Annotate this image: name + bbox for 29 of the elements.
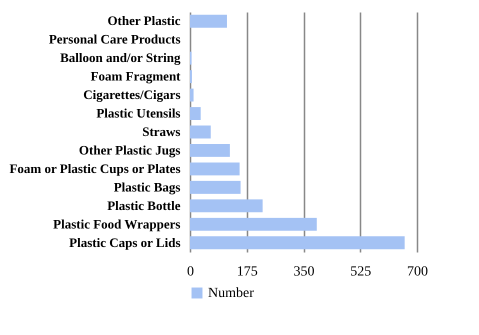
bar xyxy=(190,218,317,231)
y-tick-label: Foam or Plastic Cups or Plates xyxy=(9,160,180,176)
x-tick-label: 525 xyxy=(350,264,372,280)
x-tick-label: 175 xyxy=(236,264,258,280)
bar xyxy=(190,88,194,102)
y-tick-label: Personal Care Products xyxy=(48,32,180,47)
x-tick-label: 350 xyxy=(294,264,314,280)
bar xyxy=(190,144,230,157)
y-tick-label: Plastic Food Wrappers xyxy=(53,216,180,232)
bar xyxy=(190,180,241,194)
x-tick-label: 0 xyxy=(187,264,194,280)
y-tick-label: Plastic Utensils xyxy=(96,106,180,121)
bar xyxy=(190,236,405,250)
y-tick-label: Plastic Bottle xyxy=(107,198,181,213)
y-tick-label: Plastic Bags xyxy=(114,179,180,194)
y-tick-label: Plastic Caps or Lids xyxy=(69,234,180,250)
legend-label: Number xyxy=(208,286,254,301)
bar xyxy=(190,14,227,28)
y-tick-label: Foam Fragment xyxy=(90,68,182,84)
y-tick-label: Straws xyxy=(142,124,180,139)
bar xyxy=(190,162,240,176)
y-tick-label: Other Plastic xyxy=(107,13,181,28)
y-tick-label: Cigarettes/Cigars xyxy=(83,87,180,102)
bar xyxy=(190,199,263,212)
x-tick-label: 700 xyxy=(407,264,428,280)
bar xyxy=(190,107,201,120)
bar xyxy=(190,126,211,138)
y-tick-label: Other Plastic Jugs xyxy=(78,142,180,158)
y-tick-label: Balloon and/or String xyxy=(60,50,181,66)
